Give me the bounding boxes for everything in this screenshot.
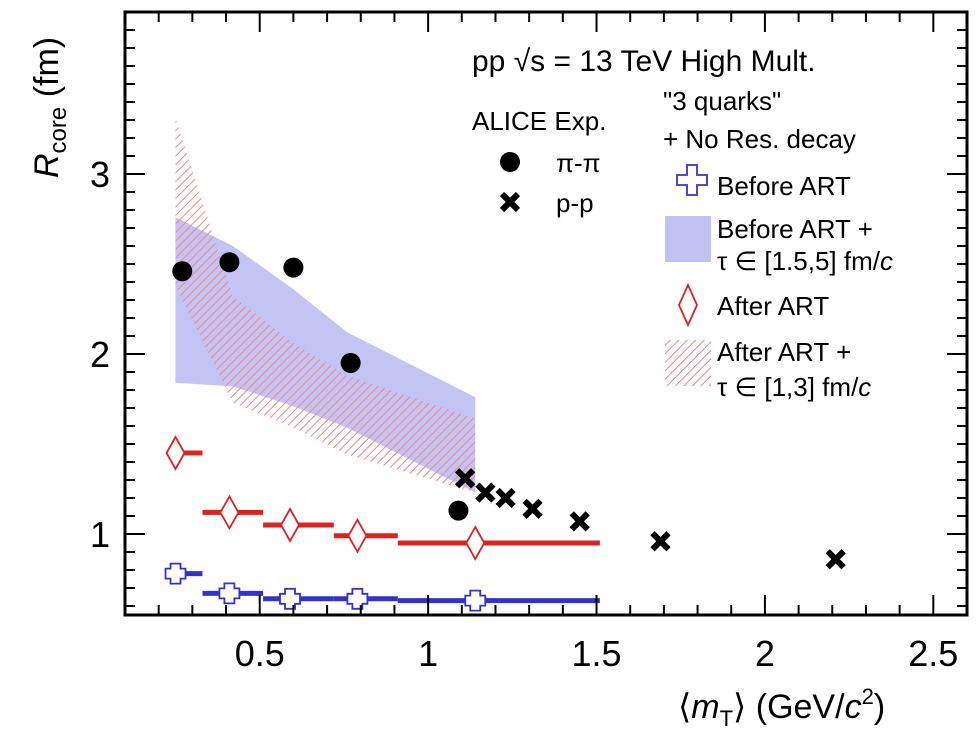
legend-marker-pipi	[500, 152, 520, 172]
x-axis-label: ⟨mT⟩ (GeV/c2)	[678, 684, 885, 731]
x-tick-label: 1.5	[571, 633, 621, 674]
point-after-art	[465, 525, 486, 561]
ticks-layer: 0.5 1 1.5 2 2.5 1 2 3	[90, 12, 967, 674]
legend-exp-title: ALICE Exp.	[472, 106, 606, 136]
legend-marker-before-art	[676, 164, 708, 196]
point-before-art	[218, 582, 241, 605]
legend-label-after-band-2: τ ∈ [1,3] fm/c	[717, 372, 871, 402]
point-after-art	[279, 507, 301, 543]
point-before-art	[346, 587, 369, 610]
markers-layer	[164, 252, 846, 612]
point-pipi	[219, 252, 240, 273]
legend-swatch-after-band	[665, 340, 711, 386]
legend-label-before-band-2: τ ∈ [1.5,5] fm/c	[717, 246, 893, 276]
point-pp	[569, 511, 590, 532]
x-tick-label: 0.5	[235, 633, 285, 674]
x-tick-label: 2.5	[908, 633, 958, 674]
point-pp-stroke	[825, 549, 846, 570]
point-pipi	[448, 500, 469, 521]
point-pp-stroke	[495, 487, 516, 509]
legend-marker-after-art	[678, 282, 698, 328]
plot-frame	[123, 10, 969, 617]
point-pp-stroke	[455, 468, 476, 489]
errorbars-layer	[172, 450, 600, 604]
point-pp	[650, 531, 671, 552]
x-tick-label: 1	[418, 633, 438, 674]
band-after-art	[175, 118, 476, 493]
point-pipi	[172, 261, 193, 282]
point-after-art	[165, 435, 186, 471]
legend-label-before-art: Before ART	[717, 171, 851, 201]
point-pp-stroke	[650, 531, 671, 552]
point-pp-stroke	[475, 482, 496, 503]
point-before-art	[279, 587, 301, 610]
legend-label-pipi: π-π	[556, 148, 601, 178]
legend-swatch-before-band	[665, 216, 711, 262]
point-after-art	[219, 494, 240, 531]
point-after-art	[347, 517, 368, 554]
point-pp	[522, 498, 543, 519]
point-before-art	[464, 589, 487, 612]
point-pipi	[340, 353, 361, 373]
legend-model-title-2: + No Res. decay	[663, 124, 856, 154]
legend-marker-pp	[499, 191, 521, 213]
legend-label-after-art: After ART	[717, 291, 829, 321]
point-before-art	[164, 562, 187, 585]
y-axis-label: Rcore (fm)	[28, 37, 72, 178]
point-pp	[475, 482, 496, 503]
point-pipi	[283, 257, 304, 278]
legend-model-title-1: "3 quarks"	[663, 86, 781, 116]
point-pp	[455, 468, 476, 489]
bands-layer	[175, 118, 476, 493]
point-pp	[825, 549, 846, 570]
legend-label-after-band-1: After ART +	[717, 337, 851, 367]
point-pp-stroke	[569, 511, 590, 532]
point-pp-stroke	[522, 498, 543, 519]
y-tick-label: 3	[90, 154, 110, 195]
point-pp	[495, 487, 516, 509]
legend-label-before-band-1: Before ART +	[717, 214, 873, 244]
legend-label-pp: p-p	[556, 188, 594, 218]
y-tick-label: 2	[90, 334, 110, 375]
y-tick-label: 1	[90, 514, 110, 555]
chart-header: pp √s = 13 TeV High Mult.	[472, 45, 816, 78]
x-tick-label: 2	[755, 633, 775, 674]
